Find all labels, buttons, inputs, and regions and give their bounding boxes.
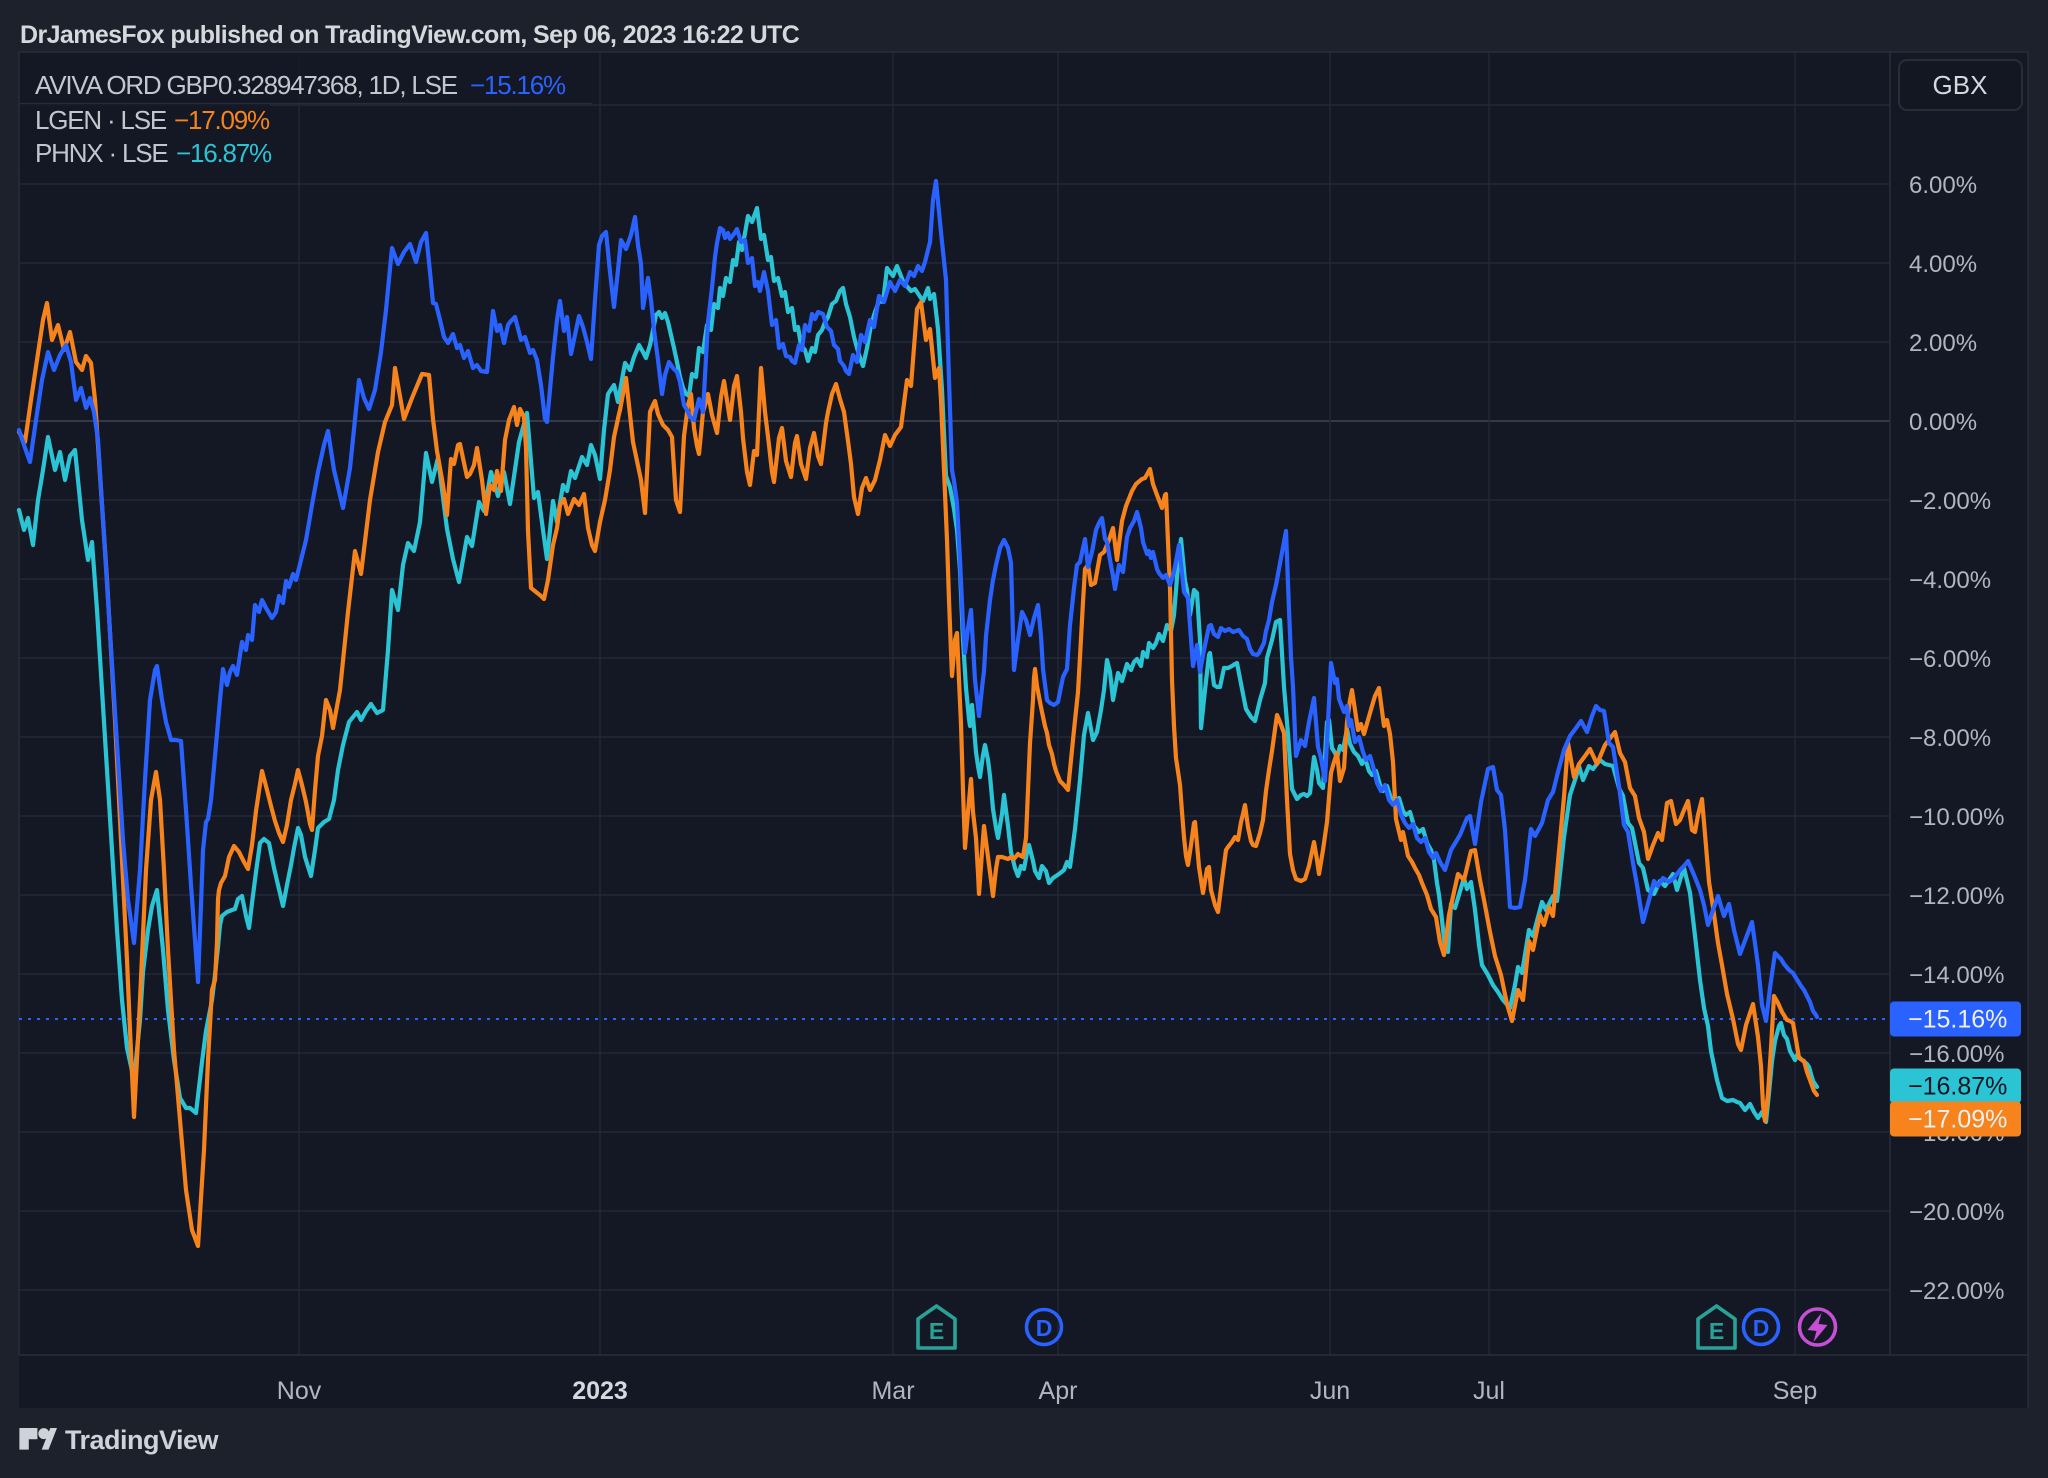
svg-text:GBX: GBX: [1933, 70, 1988, 100]
svg-text:4.00%: 4.00%: [1909, 251, 1977, 278]
svg-text:Sep: Sep: [1773, 1377, 1817, 1405]
svg-text:AVIVA ORD GBP0.328947368, 1D,: AVIVA ORD GBP0.328947368, 1D, LSE: [35, 70, 458, 100]
svg-text:Jun: Jun: [1310, 1377, 1350, 1405]
svg-text:−17.09%: −17.09%: [1908, 1106, 2007, 1134]
svg-text:E: E: [929, 1318, 944, 1344]
svg-text:−14.00%: −14.00%: [1909, 962, 2004, 989]
svg-text:−10.00%: −10.00%: [1909, 804, 2004, 831]
svg-text:D: D: [1753, 1315, 1770, 1341]
svg-text:−16.87%: −16.87%: [176, 138, 272, 168]
svg-text:−17.09%: −17.09%: [174, 105, 270, 135]
svg-text:Apr: Apr: [1039, 1377, 1078, 1405]
svg-text:−6.00%: −6.00%: [1909, 646, 1991, 673]
svg-text:2023: 2023: [572, 1377, 628, 1405]
svg-text:Jul: Jul: [1473, 1377, 1505, 1405]
svg-text:−15.16%: −15.16%: [470, 70, 566, 100]
svg-text:−12.00%: −12.00%: [1909, 883, 2004, 910]
svg-text:E: E: [1709, 1318, 1724, 1344]
svg-text:TradingView: TradingView: [65, 1425, 220, 1455]
svg-text:−16.00%: −16.00%: [1909, 1041, 2004, 1068]
svg-text:D: D: [1036, 1315, 1053, 1341]
svg-text:−4.00%: −4.00%: [1909, 567, 1991, 594]
svg-text:PHNX · LSE: PHNX · LSE: [35, 138, 168, 168]
svg-text:−15.16%: −15.16%: [1908, 1006, 2007, 1034]
svg-text:0.00%: 0.00%: [1909, 409, 1977, 436]
svg-text:−8.00%: −8.00%: [1909, 725, 1991, 752]
svg-text:LGEN · LSE: LGEN · LSE: [35, 105, 167, 135]
svg-text:Mar: Mar: [871, 1377, 914, 1405]
svg-text:−2.00%: −2.00%: [1909, 488, 1991, 515]
svg-text:2.00%: 2.00%: [1909, 330, 1977, 357]
svg-text:−16.87%: −16.87%: [1908, 1073, 2007, 1101]
svg-text:−20.00%: −20.00%: [1909, 1199, 2004, 1226]
svg-text:Nov: Nov: [277, 1377, 322, 1405]
svg-text:−22.00%: −22.00%: [1909, 1278, 2004, 1305]
svg-text:6.00%: 6.00%: [1909, 172, 1977, 199]
svg-text:DrJamesFox published on Tradin: DrJamesFox published on TradingView.com,…: [20, 21, 800, 49]
